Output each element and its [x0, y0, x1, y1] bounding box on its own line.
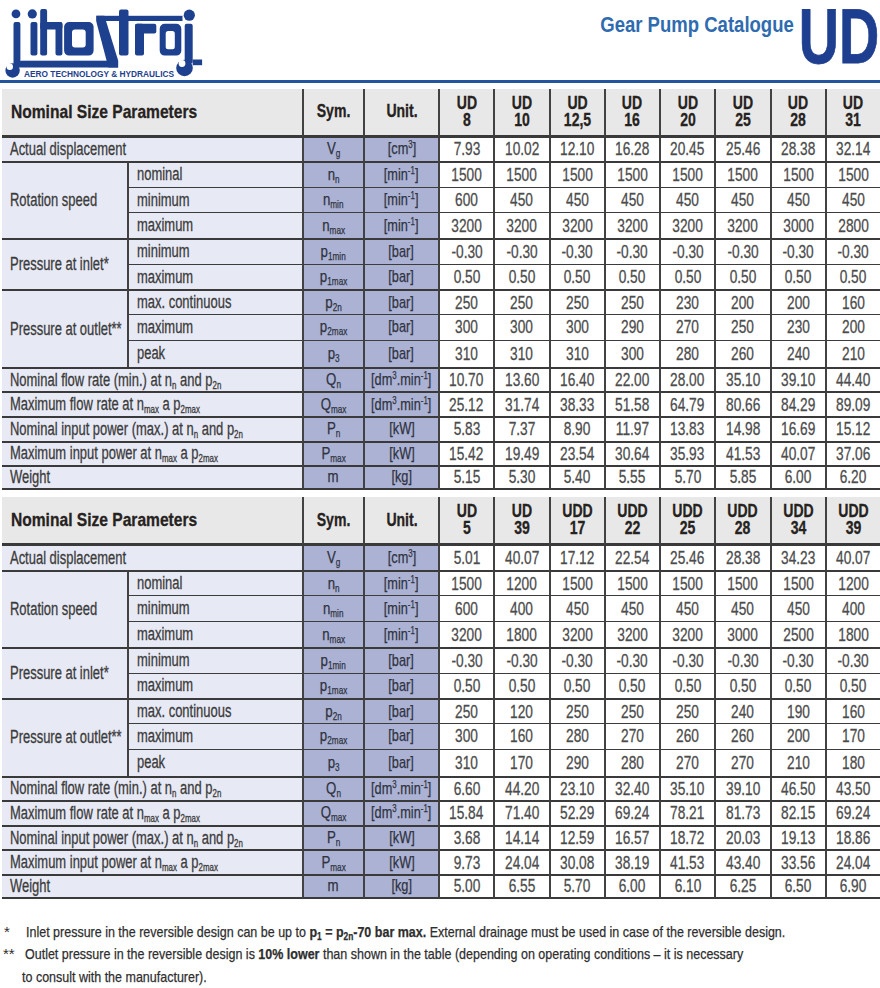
svg-text:AERO TECHNOLOGY & HYDRAULICS: AERO TECHNOLOGY & HYDRAULICS	[24, 68, 175, 79]
